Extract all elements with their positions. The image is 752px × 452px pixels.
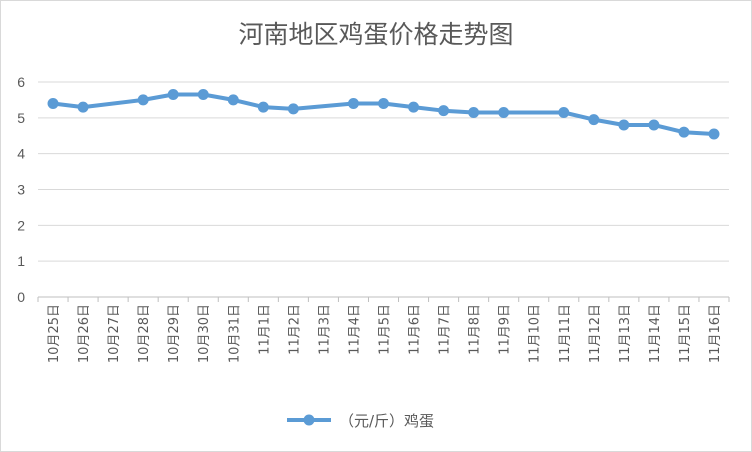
data-point [558, 106, 570, 118]
data-point [77, 101, 89, 113]
x-tick-label: 11月9日 [498, 304, 513, 355]
chart-title: 河南地区鸡蛋价格走势图 [238, 20, 513, 49]
x-tick-label: 11月1日 [257, 304, 272, 355]
legend-marker-swatch [303, 414, 315, 426]
y-tick-label: 2 [17, 217, 25, 233]
x-axis-ticks: 10月25日 10月26日 10月27日 10月28日 10月29日 10月30日 10月3… [37, 297, 730, 363]
data-point [287, 103, 299, 115]
data-point [347, 98, 359, 109]
x-tick-label: 11月4日 [347, 304, 362, 355]
x-tick-label: 10月28日 [137, 304, 152, 363]
data-point [137, 94, 149, 106]
data-point [438, 105, 450, 117]
x-tick-label: 11月8日 [468, 304, 483, 355]
y-tick-label: 6 [17, 74, 25, 90]
data-point [378, 98, 389, 109]
series-layer [47, 89, 720, 140]
x-tick-label: 11月3日 [317, 304, 332, 355]
x-tick-label: 11月13日 [618, 304, 633, 363]
data-point [678, 126, 690, 138]
x-tick-label: 11月5日 [378, 304, 393, 355]
x-tick-label: 11月10日 [528, 304, 543, 363]
x-tick-label: 10月25日 [47, 304, 62, 363]
data-point [227, 94, 239, 106]
x-tick-label: 10月27日 [107, 304, 122, 363]
data-point [498, 106, 510, 118]
data-point [47, 98, 59, 109]
x-tick-label: 10月31日 [227, 304, 242, 363]
x-tick-label: 11月7日 [438, 304, 453, 355]
legend: （元/斤）鸡蛋 [287, 412, 434, 430]
x-tick-label: 11月16日 [708, 304, 723, 363]
y-axis-ticks: 0 1 2 3 4 5 6 [17, 74, 25, 305]
data-point [468, 106, 480, 118]
data-point [408, 101, 420, 113]
data-point [648, 119, 660, 131]
x-tick-label: 11月11日 [558, 304, 573, 363]
x-tick-label: 10月26日 [77, 304, 92, 363]
x-tick-label: 11月6日 [408, 304, 423, 355]
x-tick-label: 11月15日 [678, 304, 693, 363]
data-point [708, 128, 720, 140]
y-tick-label: 0 [17, 289, 25, 305]
legend-label: （元/斤）鸡蛋 [339, 412, 434, 430]
x-tick-label: 10月30日 [197, 304, 212, 363]
y-tick-label: 5 [17, 110, 25, 126]
data-point [618, 119, 630, 131]
data-point [167, 89, 179, 101]
gridlines [38, 81, 729, 298]
x-tick-label: 10月29日 [167, 304, 182, 363]
data-point [197, 89, 209, 101]
y-tick-label: 4 [17, 146, 25, 162]
x-tick-label: 11月14日 [648, 304, 663, 363]
y-tick-label: 1 [17, 253, 25, 269]
data-point [257, 101, 269, 113]
x-tick-label: 11月12日 [588, 304, 603, 363]
data-point [588, 114, 600, 126]
x-tick-label: 11月2日 [287, 304, 302, 355]
y-tick-label: 3 [17, 182, 25, 198]
